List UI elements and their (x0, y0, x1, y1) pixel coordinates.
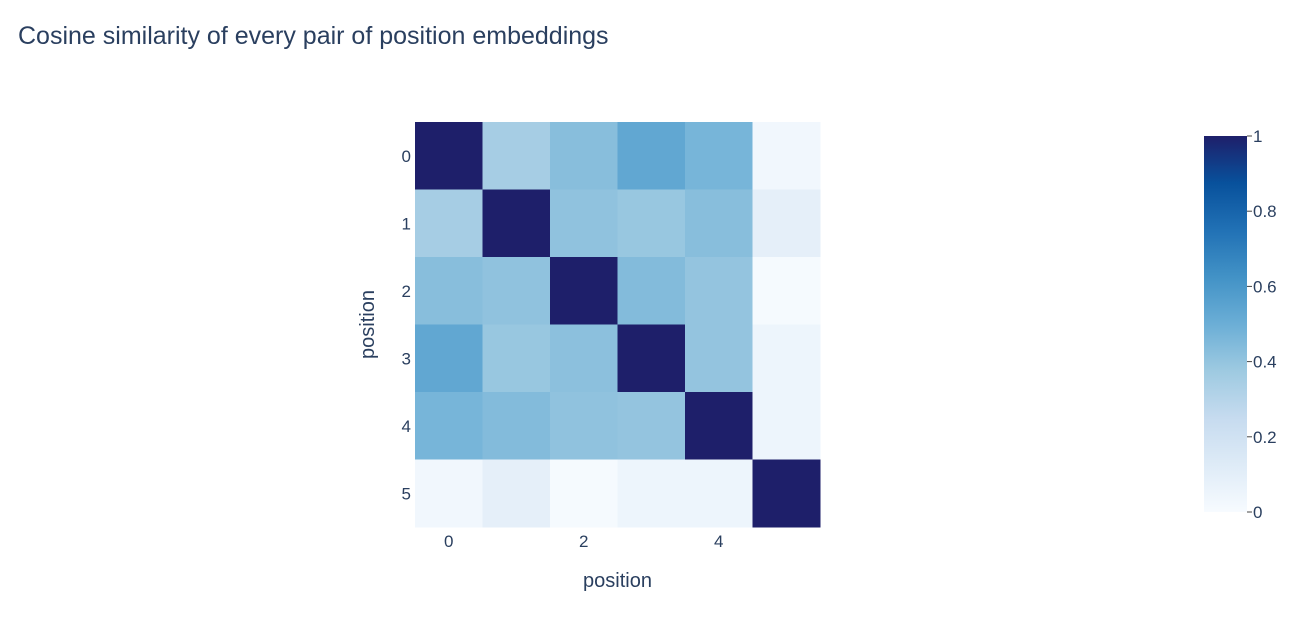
colorbar-tick-label: 0.6 (1253, 277, 1277, 296)
x-tick-label: 0 (444, 532, 453, 551)
heatmap-cell[interactable] (752, 189, 821, 258)
colorbar-tick-label: 0.2 (1253, 428, 1277, 447)
heatmap-cell[interactable] (752, 257, 821, 325)
colorbar-ticks: 0 0.2 0.4 0.6 0.8 1 (1247, 127, 1277, 522)
heatmap-cell[interactable] (752, 324, 821, 393)
heatmap-cell[interactable] (752, 122, 821, 190)
x-axis-title: position (583, 570, 652, 592)
heatmap-cell[interactable] (415, 189, 483, 258)
colorbar-tick-label: 1 (1253, 127, 1262, 146)
heatmap-cell[interactable] (415, 392, 483, 460)
heatmap-cell[interactable] (685, 189, 753, 258)
heatmap-cell[interactable] (415, 459, 483, 528)
x-axis-ticks: 0 2 4 (444, 532, 723, 551)
x-tick-label: 4 (714, 532, 723, 551)
y-tick-label: 4 (402, 417, 411, 436)
x-tick-label: 2 (579, 532, 588, 551)
heatmap-cell[interactable] (550, 189, 618, 258)
heatmap-cell[interactable] (685, 459, 753, 528)
heatmap-cell[interactable] (482, 459, 551, 528)
y-tick-label: 1 (402, 214, 411, 233)
heatmap-cell[interactable] (752, 392, 821, 460)
chart-title: Cosine similarity of every pair of posit… (18, 22, 609, 50)
heatmap-cell[interactable] (550, 324, 618, 393)
heatmap-cell[interactable] (617, 189, 686, 258)
heatmap-cell[interactable] (415, 122, 483, 190)
heatmap-cell[interactable] (415, 257, 483, 325)
y-tick-label: 2 (402, 282, 411, 301)
heatmap-cell[interactable] (482, 324, 551, 393)
heatmap-cell[interactable] (550, 257, 618, 325)
y-tick-label: 0 (402, 147, 411, 166)
heatmap-cell[interactable] (617, 122, 686, 190)
heatmap-cell[interactable] (617, 392, 686, 460)
y-axis-title: position (357, 290, 379, 359)
heatmap-cell[interactable] (752, 459, 821, 528)
heatmap-cell[interactable] (685, 324, 753, 393)
y-axis-ticks: 0 1 2 3 4 5 (402, 147, 411, 504)
heatmap-cell[interactable] (617, 459, 686, 528)
heatmap-cell[interactable] (685, 257, 753, 325)
heatmap-cell[interactable] (482, 392, 551, 460)
colorbar-tick-label: 0.4 (1253, 353, 1277, 372)
heatmap-cell[interactable] (482, 189, 551, 258)
heatmap-cell[interactable] (617, 324, 686, 393)
colorbar-tick-label: 0 (1253, 503, 1262, 522)
colorbar (1204, 136, 1247, 512)
heatmap-cell[interactable] (617, 257, 686, 325)
heatmap-cell[interactable] (550, 392, 618, 460)
heatmap-cell[interactable] (482, 257, 551, 325)
heatmap-cell[interactable] (685, 122, 753, 190)
heatmap-cells[interactable] (415, 122, 821, 528)
heatmap-cell[interactable] (685, 392, 753, 460)
heatmap-cell[interactable] (550, 122, 618, 190)
y-tick-label: 3 (402, 349, 411, 368)
colorbar-tick-label: 0.8 (1253, 202, 1277, 221)
y-tick-label: 5 (402, 484, 411, 503)
heatmap-cell[interactable] (482, 122, 551, 190)
heatmap-cell[interactable] (550, 459, 618, 528)
heatmap-cell[interactable] (415, 324, 483, 393)
